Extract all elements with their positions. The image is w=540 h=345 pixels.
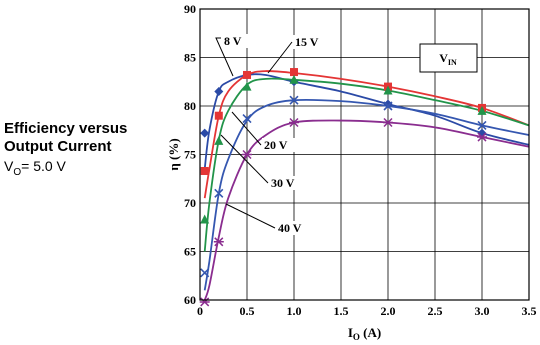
annotation-leader-30-v	[220, 134, 269, 184]
series-line-40-v	[203, 119, 530, 301]
annotation-leader-20-v	[231, 111, 262, 146]
y-tick-label-70: 70	[184, 196, 196, 210]
marker-20-v-2	[242, 81, 252, 91]
marker-8-v-1	[214, 86, 224, 96]
vin-legend-label: VIN	[439, 51, 457, 67]
caption-vo-sub: O	[13, 166, 22, 178]
marker-8-v-0	[200, 128, 210, 138]
vin-legend-rect	[419, 43, 478, 73]
marker-40-v-0	[199, 297, 210, 307]
marker-layer	[199, 68, 487, 307]
marker-30-v-3	[289, 95, 299, 105]
x-axis-label-sub: O	[353, 332, 360, 342]
x-tick-label-3.5: 3.5	[522, 304, 537, 318]
x-tick-label-2.5: 2.5	[428, 304, 443, 318]
marker-15-v-2	[243, 70, 251, 79]
marker-30-v-4	[383, 101, 393, 111]
annotation-leader-15-v	[267, 41, 293, 74]
x-axis-label: IO (A)	[348, 325, 381, 342]
x-tick-label-0.5: 0.5	[240, 304, 255, 318]
x-tick-label-2.0: 2.0	[381, 304, 396, 318]
vin-legend-box: VIN	[419, 43, 478, 73]
marker-40-v-4	[383, 117, 393, 128]
annotation-label-8-v: 8 V	[224, 34, 242, 48]
series-line-30-v	[203, 98, 530, 291]
annotation-bg-40-v	[276, 221, 310, 235]
marker-30-v-0	[200, 268, 210, 278]
annotation-leader-40-v	[225, 203, 276, 229]
x-tick-label-0: 0	[197, 304, 203, 318]
caption-line-3: VO= 5.0 V	[4, 157, 164, 182]
annotation-leader-8-v	[215, 37, 234, 77]
annotation-label-30-v: 30 V	[271, 176, 295, 190]
annotation-bg-8-v	[222, 34, 249, 48]
plot-frame	[199, 8, 530, 301]
marker-30-v-1	[214, 188, 224, 198]
marker-15-v-1	[214, 111, 223, 120]
x-tick-label-1.5: 1.5	[334, 304, 349, 318]
marker-20-v-5	[477, 105, 487, 115]
x-axis-label-unit: (A)	[360, 325, 381, 340]
marker-20-v-0	[200, 214, 210, 224]
annotation-label-15-v: 15 V	[295, 35, 319, 49]
caption-line-1: Efficiency versus	[4, 120, 128, 137]
y-tick-label-65: 65	[184, 245, 196, 259]
x-axis-label-main: I	[348, 325, 353, 340]
marker-40-v-3	[289, 117, 299, 128]
annotation-label-20-v: 20 V	[264, 138, 288, 152]
y-tick-label-80: 80	[184, 99, 196, 113]
marker-40-v-2	[242, 149, 252, 160]
caption-line-2: Output Current	[4, 138, 112, 155]
marker-30-v-5	[477, 120, 487, 130]
annotation-bg-20-v	[262, 138, 296, 152]
annotation-bg-30-v	[269, 176, 303, 190]
caption-vo-main: V	[4, 158, 14, 174]
y-axis-label: η (%)	[166, 138, 181, 170]
marker-8-v-4	[383, 99, 393, 109]
annotation-label-40-v: 40 V	[278, 221, 302, 235]
y-tick-label-60: 60	[184, 293, 196, 307]
marker-40-v-1	[213, 237, 224, 247]
annotation-bg-15-v	[293, 35, 327, 49]
marker-20-v-3	[289, 74, 299, 84]
y-tick-label-90: 90	[184, 2, 196, 16]
marker-15-v-3	[290, 68, 298, 77]
marker-40-v-5	[477, 132, 487, 142]
tick-layer: 60 65 70 75 80 85 90 0 0.5 1.0 1.5 2.0 2.5 3.0 3.5	[184, 2, 537, 318]
marker-20-v-4	[383, 85, 393, 95]
marker-15-v-0	[200, 166, 209, 175]
vin-legend-sub: IN	[448, 58, 457, 67]
x-tick-label-3.0: 3.0	[475, 304, 490, 318]
marker-20-v-1	[214, 135, 224, 145]
chart-caption: Efficiency versus Output Current VO= 5.0…	[4, 120, 164, 182]
vin-legend-main: V	[439, 51, 448, 65]
x-tick-label-1.0: 1.0	[287, 304, 302, 318]
marker-30-v-2	[242, 114, 252, 124]
y-tick-label-85: 85	[184, 51, 196, 65]
annotation-layer: 8 V 15 V 20 V 30 V 40 V	[215, 34, 327, 235]
y-tick-label-75: 75	[184, 148, 196, 162]
caption-vo-value: = 5.0 V	[21, 158, 66, 174]
